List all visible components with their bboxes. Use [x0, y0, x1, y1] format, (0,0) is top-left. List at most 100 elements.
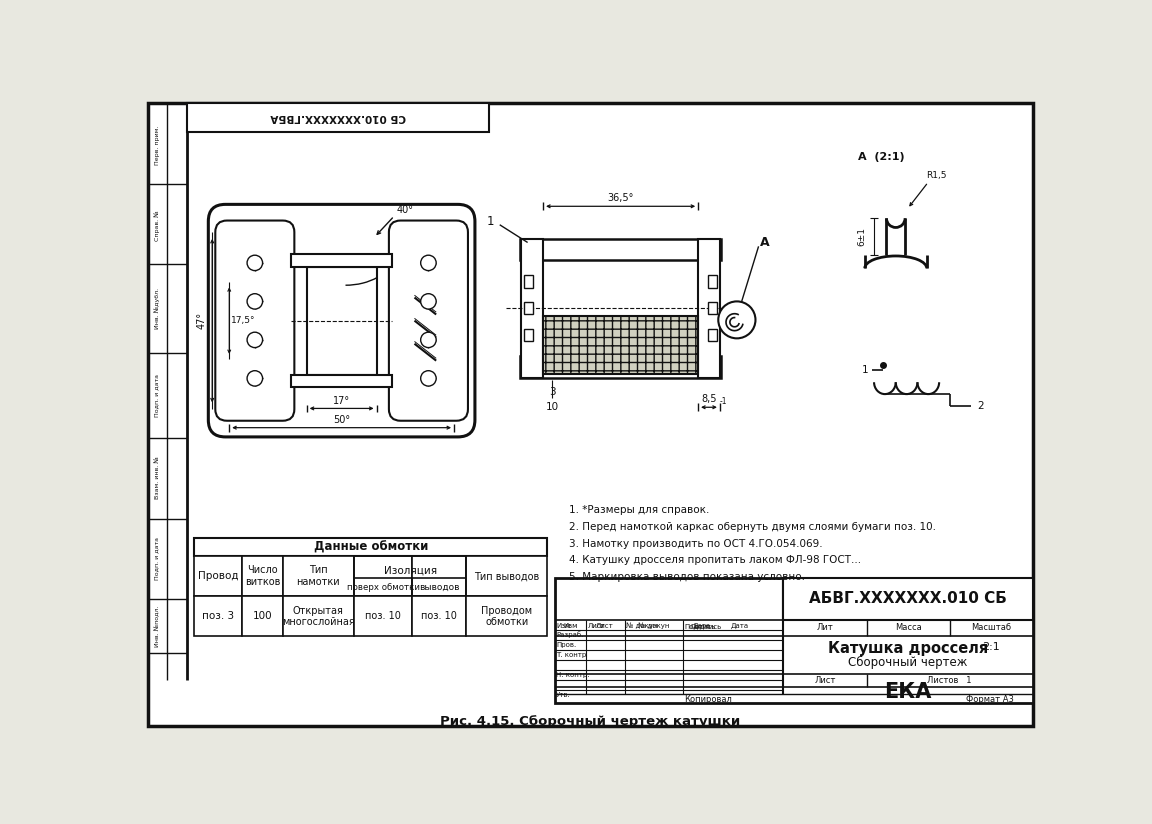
Text: Подп. и дата: Подп. и дата: [154, 537, 160, 580]
Text: А  (2:1): А (2:1): [858, 152, 905, 162]
Bar: [282, 556, 354, 597]
Circle shape: [719, 302, 756, 339]
Text: Тип выводов: Тип выводов: [475, 571, 539, 581]
FancyBboxPatch shape: [209, 204, 475, 437]
Text: Изм: Изм: [563, 623, 577, 629]
Text: поз. 3: поз. 3: [203, 611, 235, 621]
Text: 50°: 50°: [333, 415, 350, 425]
Text: R1,5: R1,5: [926, 171, 946, 180]
Bar: [522, 239, 543, 378]
Text: 3. Намотку производить по ОСТ 4.ГО.054.069.: 3. Намотку производить по ОСТ 4.ГО.054.0…: [569, 539, 823, 549]
Bar: [242, 556, 282, 597]
Bar: [282, 597, 354, 636]
Text: 36,5°: 36,5°: [607, 193, 634, 203]
Bar: [291, 375, 392, 386]
Circle shape: [247, 293, 263, 309]
FancyBboxPatch shape: [215, 221, 295, 421]
Text: 2. Перед намоткой каркас обернуть двумя слоями бумаги поз. 10.: 2. Перед намоткой каркас обернуть двумя …: [569, 522, 935, 531]
Bar: [555, 578, 1033, 704]
Bar: [708, 302, 718, 315]
Bar: [543, 316, 698, 374]
Circle shape: [247, 332, 263, 348]
Circle shape: [247, 371, 263, 386]
Text: Рис. 4.15. Сборочный чертеж катушки: Рис. 4.15. Сборочный чертеж катушки: [440, 714, 741, 728]
Bar: [783, 578, 1033, 620]
Text: 6±1: 6±1: [857, 227, 866, 246]
Bar: [354, 597, 412, 636]
Text: Разраб.: Разраб.: [556, 631, 584, 639]
Bar: [291, 255, 392, 267]
Bar: [306, 267, 377, 375]
Text: А: А: [760, 236, 770, 249]
Circle shape: [420, 255, 437, 270]
Bar: [708, 329, 718, 341]
Bar: [412, 556, 467, 597]
Text: ЕКА: ЕКА: [885, 682, 932, 702]
Text: 47°: 47°: [196, 312, 206, 330]
Text: АБВГ.XXXXXXX.010 СБ: АБВГ.XXXXXXX.010 СБ: [809, 591, 1007, 606]
Text: Инв. №дубл.: Инв. №дубл.: [154, 288, 160, 329]
Text: 100: 100: [252, 611, 272, 621]
Bar: [412, 597, 467, 636]
Text: поз. 10: поз. 10: [422, 611, 457, 621]
Text: 3: 3: [550, 386, 555, 397]
Text: Инв. №подл.: Инв. №подл.: [154, 606, 160, 647]
Bar: [195, 538, 547, 556]
FancyBboxPatch shape: [389, 221, 468, 421]
Text: Открытая
многослойная: Открытая многослойная: [282, 606, 355, 627]
Text: Масштаб: Масштаб: [971, 624, 1011, 632]
Text: поверх обмотки: поверх обмотки: [347, 583, 419, 592]
Text: Лит: Лит: [817, 624, 833, 632]
Text: Перв. прим.: Перв. прим.: [154, 125, 160, 165]
Bar: [520, 357, 721, 378]
Text: 17°: 17°: [333, 396, 350, 405]
Text: Провод: Провод: [198, 571, 238, 581]
Text: Лист: Лист: [597, 623, 614, 629]
Text: 8,5: 8,5: [702, 394, 717, 404]
Text: 2: 2: [977, 400, 984, 410]
Text: 1: 1: [486, 215, 494, 228]
Text: Катушка дросселя: Катушка дросселя: [828, 641, 988, 656]
Bar: [187, 103, 488, 132]
Text: 2:1: 2:1: [983, 642, 1000, 652]
Text: 40°: 40°: [396, 204, 414, 215]
Bar: [524, 275, 533, 288]
Text: 10: 10: [546, 402, 559, 412]
Text: Изм: Изм: [556, 623, 570, 629]
Text: Листов   1: Листов 1: [927, 677, 972, 685]
Circle shape: [420, 293, 437, 309]
Circle shape: [420, 371, 437, 386]
Text: поз. 10: поз. 10: [365, 611, 401, 621]
Text: Копировал: Копировал: [684, 695, 732, 704]
Bar: [195, 597, 242, 636]
Text: Пров.: Пров.: [556, 642, 576, 648]
Text: 17,5°: 17,5°: [230, 316, 256, 325]
Circle shape: [247, 255, 263, 270]
Text: СБ 010.XXXXXXX.ГВБА: СБ 010.XXXXXXX.ГВБА: [270, 112, 406, 122]
Text: Дата: Дата: [694, 622, 711, 629]
Text: Лист: Лист: [588, 623, 605, 629]
Bar: [708, 275, 718, 288]
Text: выводов: выводов: [419, 583, 460, 592]
Text: Т. контр: Т. контр: [556, 652, 586, 658]
Bar: [467, 556, 547, 597]
Text: 1: 1: [862, 365, 869, 375]
Bar: [520, 239, 721, 260]
Bar: [524, 329, 533, 341]
Text: Масса: Масса: [895, 624, 922, 632]
Text: Сборочный чертеж: Сборочный чертеж: [849, 656, 968, 669]
Bar: [543, 316, 698, 374]
Bar: [242, 597, 282, 636]
Bar: [524, 302, 533, 315]
Bar: [195, 556, 242, 597]
Text: Данные обмотки: Данные обмотки: [313, 541, 427, 554]
Text: Утв.: Утв.: [556, 692, 571, 698]
Text: 5. Маркировка выводов показана условно.: 5. Маркировка выводов показана условно.: [569, 573, 805, 583]
Text: Подпись: Подпись: [684, 623, 715, 629]
Text: Проводом
обмотки: Проводом обмотки: [482, 606, 532, 627]
Text: Дата: Дата: [730, 622, 749, 629]
Text: Изоляция: Изоляция: [384, 565, 437, 575]
Text: № докун: № докун: [638, 622, 669, 629]
Text: Число
витков: Число витков: [245, 565, 280, 587]
Text: Формат А3: Формат А3: [967, 695, 1014, 704]
